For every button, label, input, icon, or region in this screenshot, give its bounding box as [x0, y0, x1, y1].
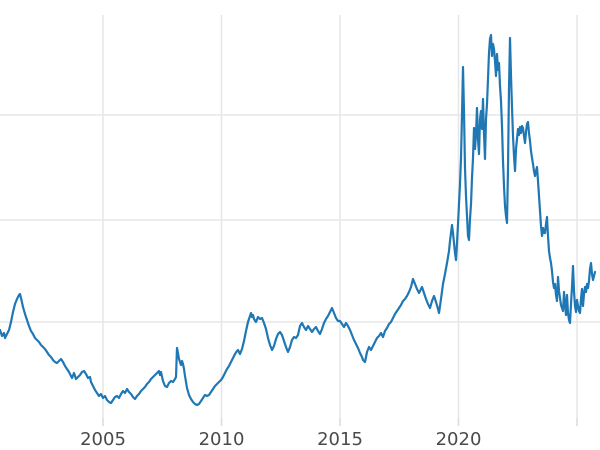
- x-axis-tick-label: 2010: [199, 429, 245, 450]
- x-axis-tick-label: 2015: [317, 429, 363, 450]
- price-series-line: [0, 33, 597, 407]
- x-axis-tick-label: 2020: [436, 429, 482, 450]
- x-axis-tick-label: 2005: [80, 429, 126, 450]
